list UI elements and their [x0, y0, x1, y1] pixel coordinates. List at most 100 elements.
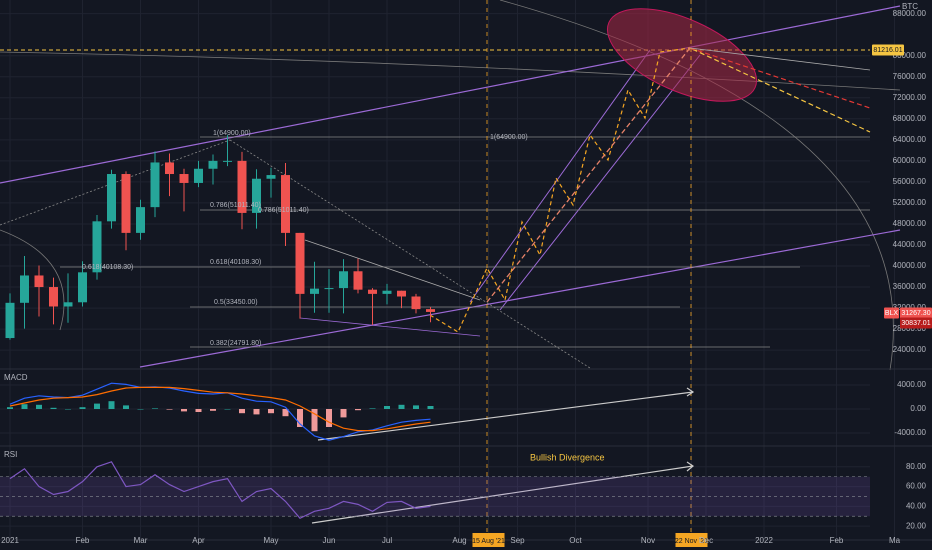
candle-body [324, 288, 334, 290]
candle-body [150, 162, 160, 208]
candle-body [397, 290, 406, 297]
price-tag [900, 307, 932, 319]
projection [689, 47, 871, 71]
x-tick-label: 15 Aug '21 [472, 538, 505, 545]
macd-histogram-bar [282, 409, 289, 417]
candle-body [252, 178, 261, 213]
macd-histogram-bar [239, 409, 245, 414]
annotation: 0.618(40108.30) [82, 264, 133, 271]
y-tick-label: 36000.00 [893, 282, 927, 291]
annotation: 1(64900.00) [490, 134, 528, 141]
macd-histogram-bar [268, 409, 274, 414]
y-tick-label: 4000.00 [897, 380, 926, 389]
date-marker-tag [675, 533, 708, 547]
candle-body [5, 302, 15, 339]
x-tick-label: May [263, 536, 278, 545]
candle-body [295, 232, 305, 294]
macd-histogram-bar [427, 406, 434, 409]
price-tag [872, 44, 904, 56]
y-tick-label: 28000.00 [893, 324, 927, 333]
y-tick-label: 72000.00 [893, 93, 927, 102]
y-tick-label: 40.00 [906, 501, 927, 510]
candle-body [353, 271, 363, 290]
candle-body [63, 302, 73, 307]
candle-body [121, 174, 131, 233]
macd-histogram-bar [108, 401, 115, 409]
macd-histogram-bar [210, 409, 216, 411]
x-tick-label: 22 Nov '21 [675, 538, 708, 545]
annotation: 1(64900.00) [213, 130, 251, 137]
annotation: 0.786(51011.40) [258, 207, 309, 214]
trend-line [139, 229, 901, 368]
candle-body [237, 160, 247, 213]
macd-histogram-bar [398, 404, 405, 409]
annotation: 0.382(24791.80) [210, 340, 261, 347]
x-tick-label: 2022 [755, 536, 773, 545]
annotation: Bullish Divergence [530, 452, 605, 462]
candle-body [165, 162, 174, 175]
target-zone [606, 8, 758, 102]
panel-title: MACD [4, 373, 28, 382]
candle-body [368, 289, 377, 294]
x-tick-label: Apr [192, 536, 205, 545]
price-tag [884, 307, 899, 319]
macd-histogram-bar [166, 409, 173, 410]
x-tick-label: Oct [569, 536, 582, 545]
price-tag-label: BLX [885, 310, 899, 317]
x-tick-label: Sep [510, 536, 525, 545]
macd-histogram-bar [50, 407, 57, 409]
candle-body [411, 296, 421, 310]
y-tick-label: 48000.00 [893, 219, 927, 228]
projection [486, 47, 691, 303]
x-tick-label: Mar [134, 536, 148, 545]
macd-histogram-bar [369, 408, 376, 409]
candle-body [266, 175, 276, 179]
candle-body [194, 168, 203, 183]
annotation: 0.5(33450.00) [214, 299, 258, 306]
arc [0, 229, 65, 331]
arrow-head [686, 387, 695, 397]
macd-histogram-bar [21, 404, 28, 409]
y-tick-label: 56000.00 [893, 177, 927, 186]
price-tag-label: 81216.01 [873, 47, 902, 54]
price-tag-label: 31267.30 [901, 310, 930, 317]
macd-line [9, 386, 431, 432]
x-tick-label: Dec [699, 536, 713, 545]
y-tick-label: 52000.00 [893, 198, 927, 207]
trend-line [229, 139, 591, 369]
candle-body [49, 287, 58, 307]
projection [429, 47, 691, 333]
trend-line [0, 5, 901, 184]
macd-histogram-bar [413, 405, 419, 409]
macd-histogram-bar [253, 409, 260, 415]
y-tick-label: 44000.00 [893, 240, 927, 249]
y-tick-label: 76000.00 [893, 72, 927, 81]
macd-histogram-bar [311, 409, 318, 432]
panel-title: RSI [4, 450, 17, 459]
divergence-line [317, 391, 694, 441]
date-marker-tag [472, 533, 505, 547]
candle-body [281, 175, 290, 233]
y-tick-label: 60000.00 [893, 156, 927, 165]
macd-histogram-bar [94, 403, 100, 409]
rsi-line [9, 461, 431, 519]
x-tick-label: Ma [889, 536, 901, 545]
macd-histogram-bar [224, 409, 231, 410]
macd-histogram-bar [181, 409, 187, 412]
y-tick-label: 68000.00 [893, 114, 927, 123]
candle-body [310, 288, 319, 294]
macd-histogram-bar [384, 406, 390, 409]
price-tag [900, 317, 932, 329]
annotation: 0.786(51011.40) [210, 202, 261, 209]
y-tick-label: 80000.00 [893, 51, 927, 60]
drawings [0, 0, 901, 540]
y-tick-label: 40000.00 [893, 261, 927, 270]
annotation: 0.618(40108.30) [210, 259, 261, 266]
candle-body [223, 160, 232, 162]
channel-line [469, 49, 651, 303]
y-tick-label: 0.00 [910, 404, 926, 413]
y-tick-label: 24000.00 [893, 345, 927, 354]
candle-body [92, 221, 102, 273]
x-tick-label: Nov [641, 536, 655, 545]
